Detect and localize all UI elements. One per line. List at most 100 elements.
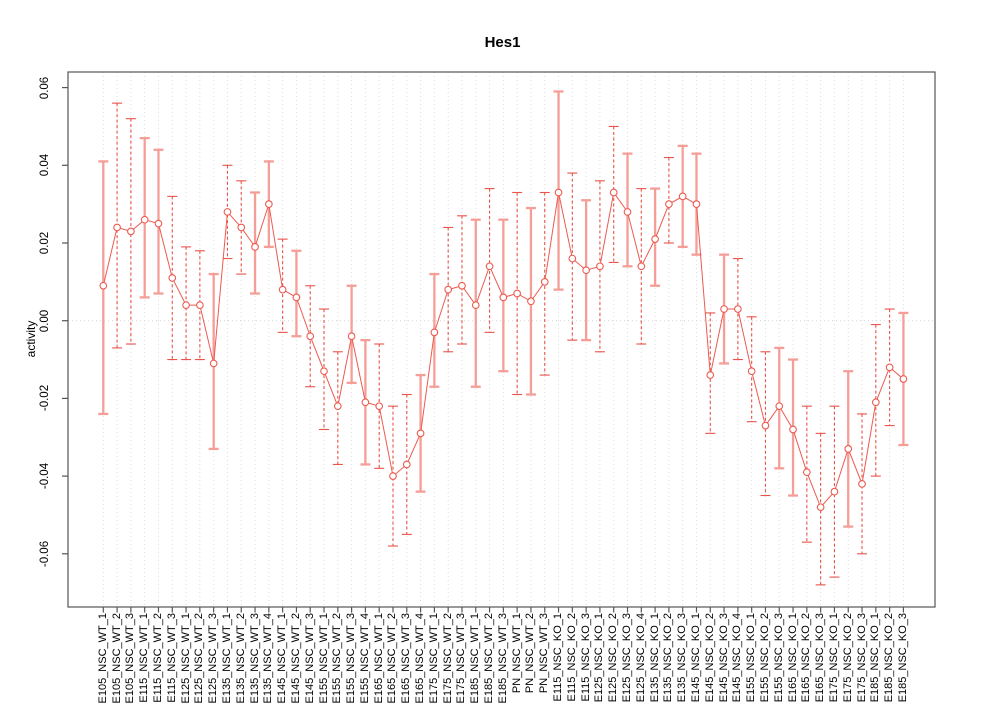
data-point bbox=[582, 266, 590, 275]
data-point bbox=[251, 243, 259, 251]
x-tick-label: E155_NSC_WT_1 bbox=[317, 613, 330, 704]
data-point bbox=[458, 281, 466, 290]
data-point bbox=[499, 293, 508, 302]
x-tick-label: E145_NSC_KO_1 bbox=[689, 613, 702, 703]
data-point bbox=[402, 460, 411, 469]
x-tick-label: E185_NSC_WT_1 bbox=[469, 613, 482, 704]
x-tick-label: E165_NSC_WT_3 bbox=[400, 613, 413, 704]
chart-title: Hes1 bbox=[484, 34, 521, 51]
x-tick-label: E125_NSC_KO_1 bbox=[593, 613, 606, 703]
x-tick-label: E165_NSC_WT_4 bbox=[414, 613, 427, 704]
data-point bbox=[99, 281, 108, 290]
data-point bbox=[113, 223, 121, 232]
data-point bbox=[527, 297, 535, 306]
data-point bbox=[127, 227, 135, 236]
data-point bbox=[292, 293, 301, 302]
x-tick-label: PN_NSC_WT_1 bbox=[510, 613, 523, 694]
x-tick-label: E165_NSC_WT_1 bbox=[372, 613, 385, 704]
y-tick-label: -0.04 bbox=[39, 462, 51, 490]
x-tick-label: E135_NSC_WT_2 bbox=[234, 613, 247, 704]
x-tick-label: E175_NSC_KO_3 bbox=[855, 613, 868, 703]
x-tick-label: E185_NSC_KO_3 bbox=[896, 613, 909, 703]
data-point bbox=[416, 429, 425, 438]
data-point bbox=[333, 402, 342, 411]
x-tick-label: E185_NSC_WT_2 bbox=[483, 613, 496, 704]
data-point bbox=[264, 200, 273, 208]
data-point bbox=[389, 472, 397, 480]
x-tick-label: E115_NSC_WT_3 bbox=[165, 613, 178, 703]
x-tick-label: E115_NSC_KO_3 bbox=[579, 613, 592, 702]
x-tick-label: E185_NSC_KO_2 bbox=[883, 613, 896, 703]
data-point bbox=[596, 262, 604, 271]
data-point bbox=[830, 487, 839, 496]
data-point bbox=[471, 301, 480, 310]
data-point bbox=[361, 398, 370, 407]
x-tick-label: E175_NSC_WT_2 bbox=[441, 613, 454, 704]
data-point bbox=[623, 208, 632, 216]
x-tick-label: E175_NSC_KO_2 bbox=[841, 613, 854, 703]
data-point bbox=[430, 328, 439, 337]
data-point bbox=[196, 301, 204, 310]
x-tick-label: E145_NSC_WT_3 bbox=[303, 613, 316, 704]
data-point bbox=[858, 480, 866, 488]
data-point bbox=[747, 367, 756, 376]
data-point bbox=[540, 278, 549, 286]
x-tick-label: E115_NSC_WT_2 bbox=[151, 613, 164, 703]
x-tick-label: E105_NSC_WT_3 bbox=[124, 613, 137, 704]
x-tick-label: E145_NSC_WT_2 bbox=[289, 613, 302, 704]
x-tick-label: E175_NSC_WT_3 bbox=[455, 613, 468, 704]
y-tick-label: 0.06 bbox=[39, 76, 51, 99]
y-tick-label: -0.06 bbox=[39, 540, 51, 567]
x-tick-label: E135_NSC_KO_3 bbox=[676, 613, 689, 703]
x-tick-label: E145_NSC_KO_4 bbox=[731, 613, 744, 703]
data-point bbox=[347, 332, 356, 341]
data-point bbox=[609, 188, 618, 197]
data-point bbox=[182, 301, 190, 310]
x-tick-label: E125_NSC_KO_4 bbox=[634, 613, 647, 703]
data-point bbox=[513, 289, 522, 298]
x-tick-label: E155_NSC_WT_4 bbox=[358, 613, 371, 704]
x-tick-label: E185_NSC_KO_1 bbox=[869, 613, 882, 703]
x-tick-label: E125_NSC_KO_2 bbox=[607, 613, 620, 703]
x-tick-label: E125_NSC_WT_3 bbox=[207, 613, 220, 704]
data-point bbox=[320, 367, 328, 376]
data-point bbox=[802, 468, 811, 477]
data-point bbox=[154, 219, 163, 228]
data-point bbox=[485, 262, 494, 271]
data-point bbox=[761, 421, 770, 430]
x-tick-label: E155_NSC_WT_2 bbox=[331, 613, 344, 704]
y-tick-label: 0.00 bbox=[39, 309, 51, 332]
x-tick-label: E115_NSC_WT_1 bbox=[138, 613, 151, 703]
data-point bbox=[278, 285, 287, 294]
x-tick-label: E155_NSC_KO_1 bbox=[745, 613, 758, 703]
y-tick-label: -0.02 bbox=[39, 385, 51, 412]
x-tick-label: E135_NSC_KO_2 bbox=[662, 613, 675, 703]
x-tick-label: E125_NSC_WT_2 bbox=[193, 613, 206, 704]
x-tick-label: E155_NSC_WT_3 bbox=[345, 613, 358, 704]
x-tick-label: E155_NSC_KO_2 bbox=[758, 613, 771, 703]
plot-border bbox=[67, 71, 936, 608]
data-point bbox=[665, 200, 673, 208]
x-tick-label: PN_NSC_WT_2 bbox=[524, 613, 537, 694]
data-point bbox=[885, 363, 894, 372]
x-tick-label: E165_NSC_KO_2 bbox=[800, 613, 813, 703]
data-point bbox=[444, 285, 453, 294]
data-point bbox=[375, 402, 384, 411]
x-tick-label: E145_NSC_KO_3 bbox=[717, 613, 730, 703]
x-tick-label: E135_NSC_KO_1 bbox=[648, 613, 661, 703]
x-tick-label: E175_NSC_WT_1 bbox=[427, 613, 440, 704]
y-tick-label: 0.04 bbox=[39, 154, 51, 177]
data-point bbox=[209, 359, 218, 368]
x-tick-label: PN_NSC_WT_3 bbox=[538, 613, 551, 694]
x-tick-label: E115_NSC_KO_1 bbox=[552, 613, 565, 702]
x-tick-label: E155_NSC_KO_3 bbox=[772, 613, 785, 703]
data-point bbox=[775, 402, 784, 411]
data-point bbox=[678, 192, 687, 201]
x-tick-label: E175_NSC_KO_1 bbox=[827, 613, 840, 703]
data-point bbox=[844, 445, 853, 453]
data-point bbox=[554, 188, 563, 197]
data-point bbox=[306, 332, 315, 341]
data-point bbox=[568, 254, 577, 263]
x-tick-label: E165_NSC_KO_3 bbox=[814, 613, 827, 703]
